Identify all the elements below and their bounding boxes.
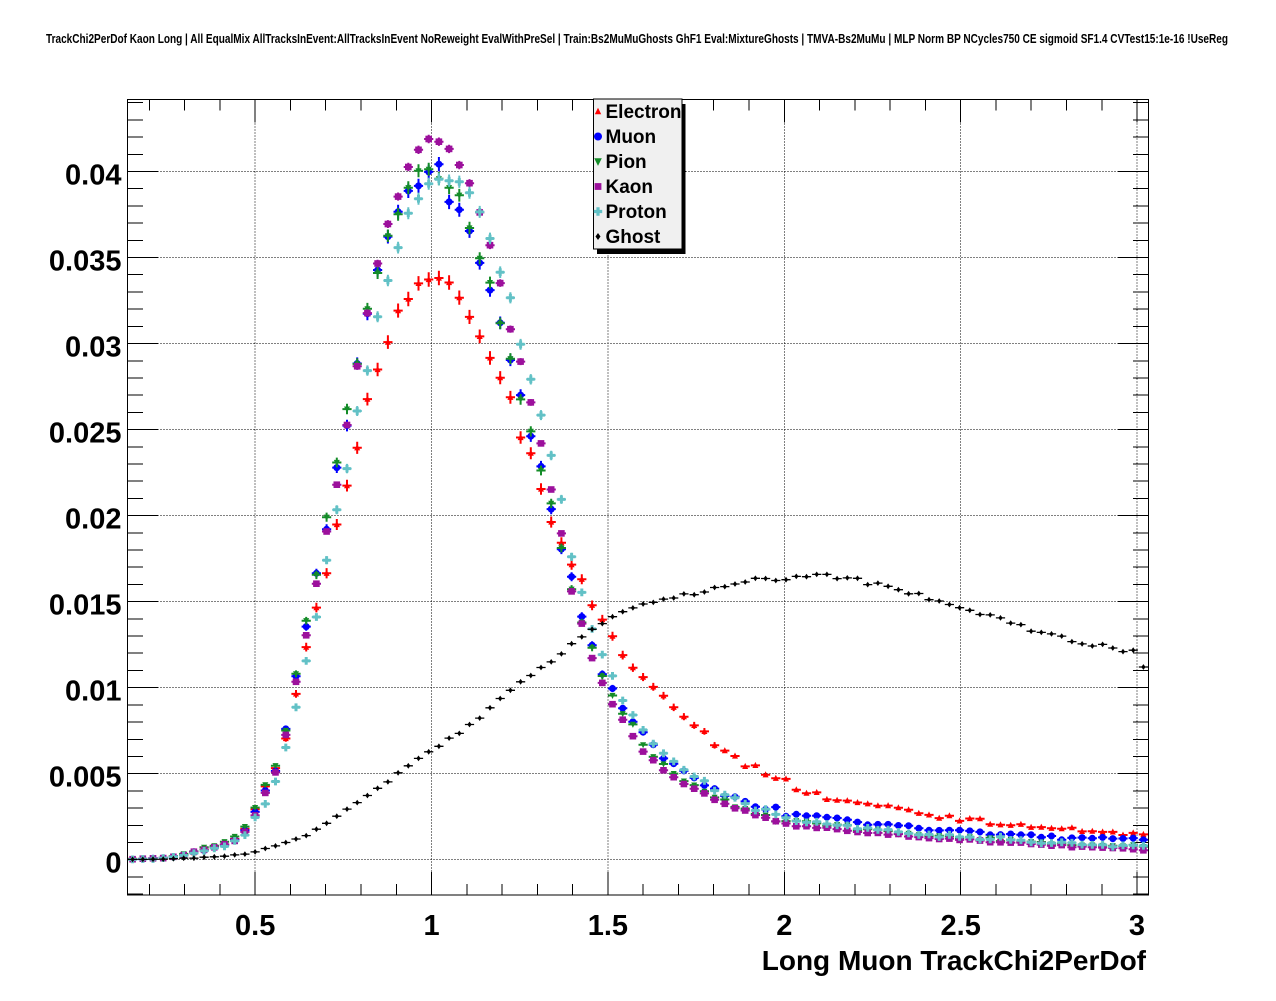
svg-text:0.005: 0.005 [49,762,122,794]
svg-text:Pion: Pion [606,152,647,173]
svg-text:Muon: Muon [606,127,657,148]
svg-text:2: 2 [776,910,792,942]
svg-text:Kaon: Kaon [606,177,654,198]
svg-text:0.01: 0.01 [65,676,121,708]
svg-text:2.5: 2.5 [941,910,981,942]
svg-text:3: 3 [1129,910,1145,942]
svg-text:0.02: 0.02 [65,504,121,536]
svg-text:0.015: 0.015 [49,590,122,622]
svg-text:Ghost: Ghost [606,227,662,248]
svg-text:0.035: 0.035 [49,246,122,278]
svg-text:Electron: Electron [606,102,682,123]
svg-text:1.5: 1.5 [588,910,628,942]
svg-text:0.04: 0.04 [65,160,121,192]
svg-text:1: 1 [424,910,440,942]
svg-text:Long Muon TrackChi2PerDof: Long Muon TrackChi2PerDof [762,945,1147,976]
svg-text:0.03: 0.03 [65,332,121,364]
svg-text:0.5: 0.5 [235,910,275,942]
svg-text:Proton: Proton [606,202,667,223]
svg-text:TrackChi2PerDof Kaon Long | Al: TrackChi2PerDof Kaon Long | All EqualMix… [46,32,1228,46]
svg-text:0.025: 0.025 [49,418,122,450]
svg-text:0: 0 [105,848,121,880]
